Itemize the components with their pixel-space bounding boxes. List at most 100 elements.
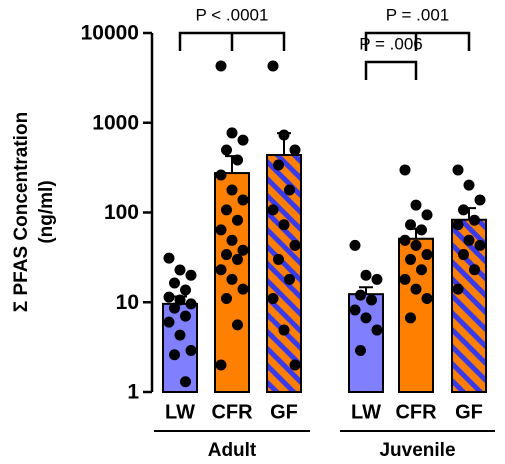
data-point [349,239,361,251]
data-point [221,249,232,261]
y-axis-label: (ng/ml) [36,180,57,243]
data-point [174,294,186,306]
data-point [169,302,180,314]
data-point [458,249,469,261]
data-point [410,199,422,211]
data-point [185,298,197,310]
data-point [226,127,238,139]
data-point [185,269,197,281]
data-point [226,234,238,246]
bar [398,237,434,393]
y-axis-label: Σ PFAS Concentration [11,112,32,312]
data-point [215,224,227,236]
data-point [215,264,227,276]
data-point [452,219,464,231]
data-point [284,273,295,285]
data-point [421,293,433,305]
data-point [405,312,416,324]
significance-label: P = .006 [359,34,423,53]
data-point [232,253,243,265]
data-point [458,204,469,216]
x-tick-label: LW [165,401,195,423]
x-tick-label: GF [455,401,483,423]
data-point [163,252,175,264]
y-tick-label: 1 [127,381,139,404]
data-point [237,283,249,295]
data-point [416,224,427,236]
data-point [289,359,301,371]
data-point [416,264,427,276]
y-tick-label: 10 [116,291,139,314]
data-point [360,312,372,324]
data-point [278,129,290,141]
data-point [174,329,186,341]
data-point [180,376,191,388]
significance-bracket [364,60,418,80]
data-point [237,194,249,206]
data-point [169,277,180,289]
error-bar [359,286,373,295]
data-point [410,283,422,295]
data-point [463,234,475,246]
data-point [185,344,197,356]
data-point [371,324,383,336]
x-tick-label: CFR [211,401,253,423]
data-point [421,209,433,221]
data-point [267,60,279,72]
data-point [349,304,361,316]
data-point [421,249,433,261]
data-point [215,359,227,371]
data-point [355,289,366,301]
data-point [226,273,238,285]
data-point [273,159,284,171]
data-point [289,144,301,156]
data-point [221,204,232,216]
y-tick-label: 10000 [81,22,139,45]
x-tick-label: LW [351,401,381,423]
data-point [232,214,243,226]
data-point [221,293,232,305]
data-point [180,284,191,296]
group-label: Juvenile [379,440,455,461]
significance-label: P < .0001 [196,5,269,24]
data-point [452,283,464,295]
data-point [289,239,301,251]
data-point [399,273,411,285]
data-point [232,154,243,166]
data-point [469,214,480,226]
bar [266,154,302,393]
data-point [163,316,175,328]
x-tick-label: GF [270,401,298,423]
data-point [405,219,416,231]
data-point [452,164,464,176]
data-point [474,194,486,206]
data-point [215,60,227,72]
data-point [371,273,383,285]
data-point [278,324,290,336]
group-label: Adult [208,440,257,461]
data-point [180,310,191,322]
data-point [221,144,232,156]
data-point [463,179,475,191]
significance-bracket [178,31,286,51]
data-point [399,164,411,176]
data-point [273,253,284,265]
data-point [355,344,366,356]
data-point [360,269,372,281]
data-point [278,219,290,231]
significance-bracket [364,31,471,51]
data-point [267,293,279,305]
data-point [163,291,175,303]
data-point [267,204,279,216]
data-point [284,184,295,196]
y-tick-label: 1000 [92,111,139,134]
data-point [474,239,486,251]
data-point [399,234,411,246]
data-point [410,239,422,251]
data-point [405,253,416,265]
data-point [169,349,180,361]
data-point [366,294,377,306]
significance-label: P = .001 [386,5,450,24]
x-tick-label: CFR [395,401,437,423]
